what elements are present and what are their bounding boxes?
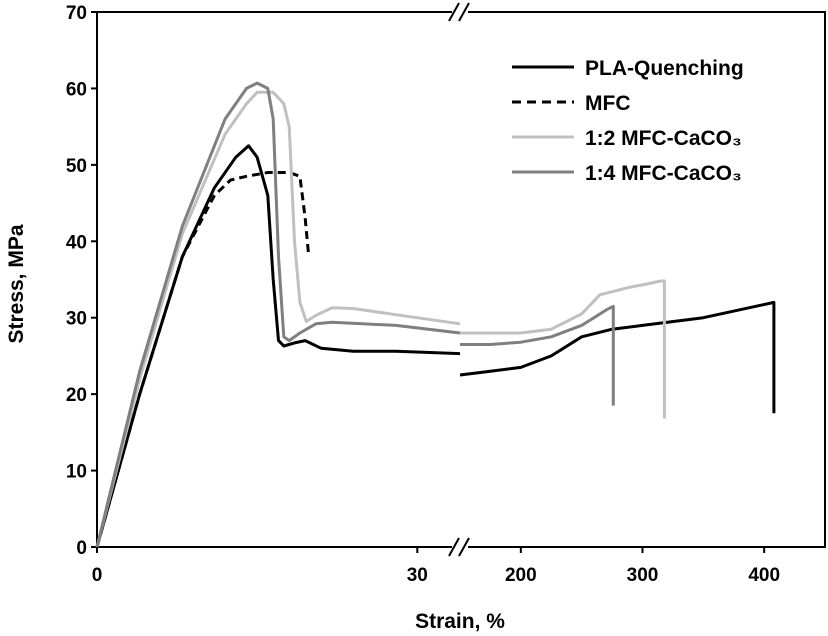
break-slash [458,537,470,557]
x-tick-label: 300 [627,565,659,586]
plot-border [96,11,826,548]
y-tick-label: 10 [66,462,87,483]
series-line-1 [95,144,776,548]
y-tick-label: 20 [66,385,87,406]
break-slash [448,537,460,557]
series-line-4 [95,81,615,548]
series-lines [95,81,776,548]
x-tick-label: 400 [748,565,780,586]
legend: PLA-Quenching MFC 1:2 MFC-CaCO₃ 1:4 MFC-CaC… [512,57,744,185]
y-tick-label: 0 [76,538,87,559]
y-tick-label: 30 [66,309,87,330]
y-axis-title: Stress, MPa [5,224,28,343]
series-line-2 [95,171,310,548]
legend-label-3: 1:2 MFC-CaCO₃ [585,127,742,150]
y-tick-label: 50 [66,156,87,177]
break-slash [448,2,460,22]
legend-label-2: MFC [585,92,631,115]
axis-ticks: 0 10 20 30 40 50 60 70 0 30 200 300 400 [66,3,780,586]
x-tick-label: 0 [92,565,103,586]
x-tick-label: 30 [407,565,428,586]
legend-label-4: 1:4 MFC-CaCO₃ [585,162,742,185]
x-tick-label: 200 [505,565,537,586]
plot-frame [96,11,826,548]
y-tick-label: 40 [66,232,87,253]
y-tick-label: 70 [66,3,87,24]
series-line-3 [95,90,666,548]
x-axis-title: Strain, % [415,610,505,633]
break-slash [458,2,470,22]
x-axis-break [448,2,470,557]
legend-label-1: PLA-Quenching [585,57,744,80]
y-tick-label: 60 [66,79,87,100]
